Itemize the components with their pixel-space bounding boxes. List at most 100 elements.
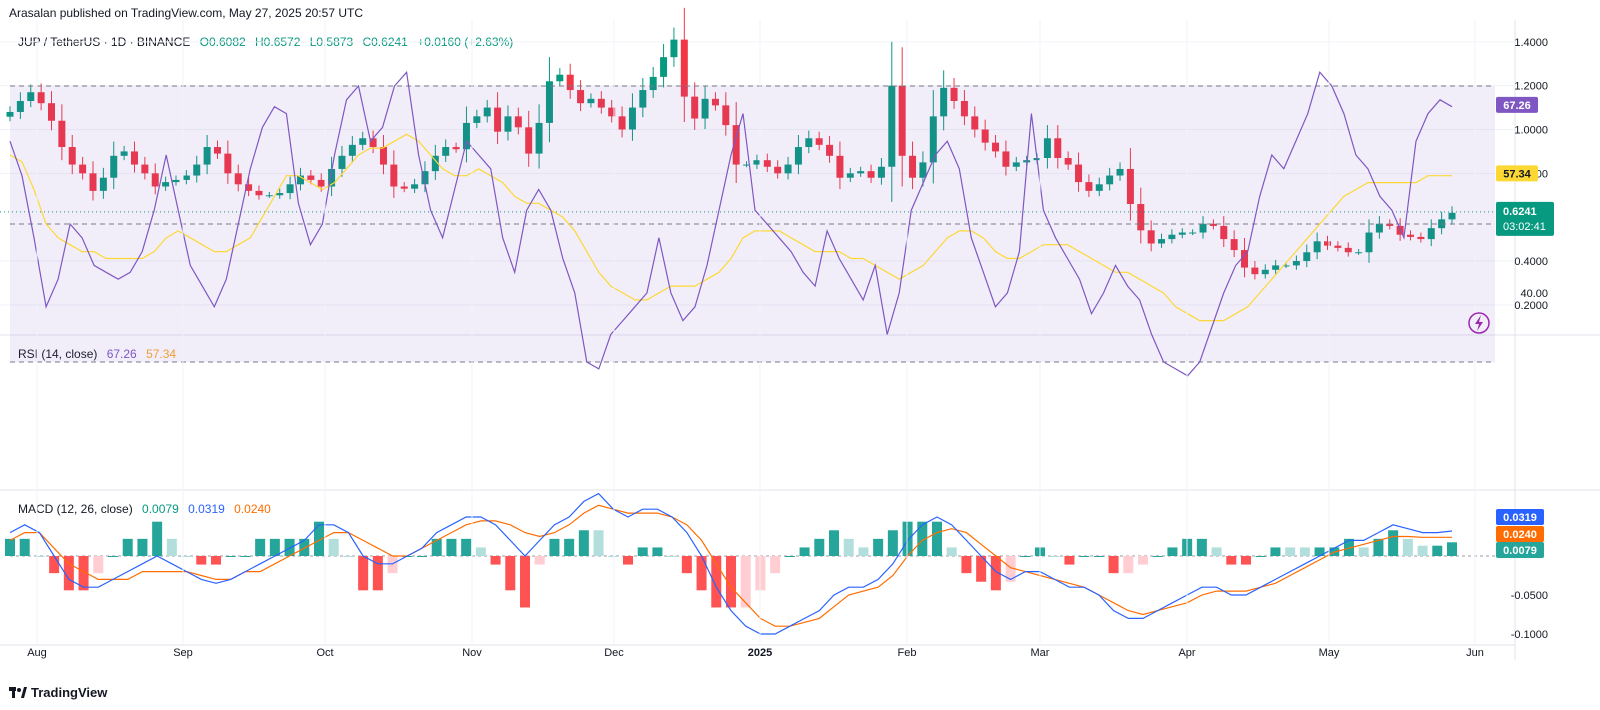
candle-body[interactable]: [1375, 223, 1383, 233]
candle-body[interactable]: [1054, 138, 1062, 158]
candle-body[interactable]: [1292, 261, 1300, 266]
candle-body[interactable]: [992, 142, 1000, 152]
candle-body[interactable]: [37, 92, 45, 104]
lightning-icon[interactable]: [1468, 312, 1490, 334]
candle-body[interactable]: [68, 147, 76, 165]
candle-body[interactable]: [442, 147, 450, 156]
candle-body[interactable]: [1344, 247, 1352, 253]
candle-body[interactable]: [743, 164, 751, 166]
candle-body[interactable]: [307, 175, 315, 180]
rsi-ma-line[interactable]: [9, 133, 1452, 322]
macd-pane[interactable]: -0.0500 -0.1000 0.0319 0.0240 0.0079: [5, 492, 1548, 641]
rsi-legend[interactable]: RSI (14, close) 67.26 57.34: [18, 347, 176, 361]
candle-body[interactable]: [130, 151, 138, 165]
candle-body[interactable]: [390, 164, 398, 187]
candle-body[interactable]: [784, 164, 792, 174]
candle-body[interactable]: [1168, 234, 1176, 240]
rsi-label[interactable]: RSI (14, close): [18, 347, 98, 361]
candle-body[interactable]: [431, 155, 439, 172]
candle-body[interactable]: [182, 175, 190, 180]
candle-body[interactable]: [566, 74, 574, 91]
candle-body[interactable]: [462, 122, 470, 150]
candle-body[interactable]: [732, 125, 740, 165]
candle-body[interactable]: [888, 85, 896, 167]
candle-body[interactable]: [452, 147, 460, 150]
candle-body[interactable]: [763, 160, 771, 167]
candle-body[interactable]: [338, 155, 346, 169]
rsi-line[interactable]: [9, 70, 1453, 377]
candle-body[interactable]: [1178, 232, 1186, 235]
candle-body[interactable]: [1085, 182, 1093, 191]
candle-body[interactable]: [1313, 241, 1321, 253]
candle-body[interactable]: [670, 39, 678, 58]
candle-body[interactable]: [1189, 232, 1197, 234]
candle-body[interactable]: [317, 179, 325, 187]
candle-body[interactable]: [286, 184, 294, 194]
candle-body[interactable]: [867, 171, 875, 178]
candle-body[interactable]: [1407, 234, 1415, 237]
candle-body[interactable]: [265, 195, 273, 197]
candle-body[interactable]: [245, 184, 253, 191]
candle-body[interactable]: [1427, 228, 1435, 240]
candle-body[interactable]: [805, 138, 813, 148]
candle-body[interactable]: [255, 190, 263, 196]
candle-body[interactable]: [1261, 269, 1269, 275]
candle-body[interactable]: [172, 179, 180, 183]
candle-body[interactable]: [753, 160, 761, 165]
candle-body[interactable]: [971, 116, 979, 130]
candle-body[interactable]: [1251, 267, 1259, 275]
macd-line[interactable]: [9, 492, 1453, 635]
candle-body[interactable]: [1386, 223, 1394, 226]
candle-body[interactable]: [960, 101, 968, 117]
candle-body[interactable]: [16, 101, 24, 112]
candle-body[interactable]: [1303, 252, 1311, 262]
candle-body[interactable]: [1230, 239, 1238, 251]
candle-body[interactable]: [234, 173, 242, 185]
candle-body[interactable]: [556, 74, 564, 82]
candle-body[interactable]: [1417, 236, 1425, 240]
candle-body[interactable]: [1043, 138, 1051, 158]
candle-body[interactable]: [1106, 175, 1114, 185]
candle-body[interactable]: [6, 111, 14, 117]
candle-body[interactable]: [691, 96, 699, 119]
tradingview-logo[interactable]: TradingView: [9, 685, 107, 700]
candle-body[interactable]: [224, 153, 232, 174]
candle-body[interactable]: [1355, 252, 1363, 254]
candle-body[interactable]: [1147, 230, 1155, 244]
candle-body[interactable]: [836, 155, 844, 178]
candle-body[interactable]: [940, 87, 948, 117]
candle-body[interactable]: [1158, 239, 1166, 244]
candle-body[interactable]: [722, 105, 730, 126]
candle-body[interactable]: [203, 147, 211, 165]
candle-body[interactable]: [276, 193, 284, 196]
candle-body[interactable]: [27, 92, 35, 102]
candle-body[interactable]: [774, 166, 782, 174]
candle-body[interactable]: [981, 129, 989, 143]
macd-label[interactable]: MACD (12, 26, close): [18, 502, 133, 516]
candle-body[interactable]: [597, 98, 605, 108]
candle-body[interactable]: [1324, 241, 1332, 246]
candle-body[interactable]: [1241, 250, 1249, 268]
candle-body[interactable]: [846, 173, 854, 178]
candle-body[interactable]: [1209, 223, 1217, 226]
candle-body[interactable]: [545, 81, 553, 123]
candle-body[interactable]: [120, 151, 128, 156]
candle-body[interactable]: [1116, 168, 1124, 176]
candle-body[interactable]: [421, 171, 429, 185]
candle-body[interactable]: [151, 173, 159, 187]
candle-body[interactable]: [950, 87, 958, 102]
candle-body[interactable]: [379, 147, 387, 165]
candle-body[interactable]: [1199, 223, 1207, 233]
candle-body[interactable]: [483, 107, 491, 117]
candle-body[interactable]: [514, 116, 522, 128]
candle-body[interactable]: [369, 138, 377, 148]
candle-body[interactable]: [909, 155, 917, 178]
candle-body[interactable]: [577, 90, 585, 104]
candle-body[interactable]: [794, 147, 802, 165]
candle-body[interactable]: [328, 168, 336, 187]
candle-body[interactable]: [608, 107, 616, 117]
candle-body[interactable]: [89, 173, 97, 191]
candle-body[interactable]: [535, 122, 543, 154]
candle-body[interactable]: [494, 107, 502, 132]
candle-body[interactable]: [1220, 225, 1228, 240]
